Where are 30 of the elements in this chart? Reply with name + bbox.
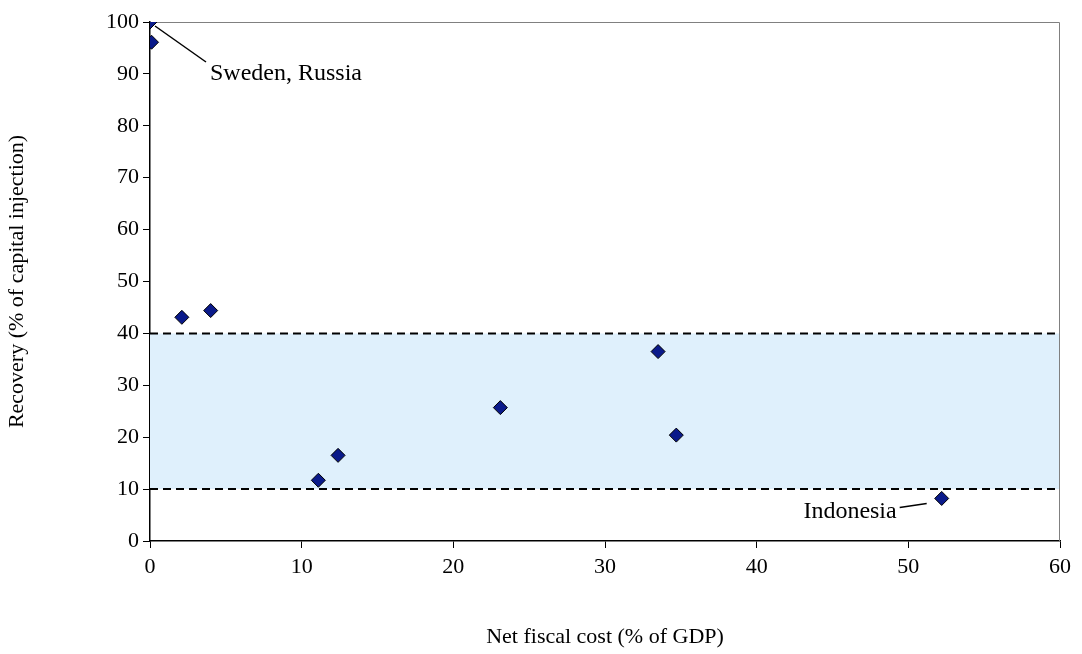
y-axis-title: Recovery (% of capital injection) [2, 134, 28, 429]
point [934, 490, 950, 506]
x-tick-label: 40 [745, 552, 768, 578]
point [203, 303, 219, 319]
y-tick-label: 30 [117, 371, 139, 397]
x-tick-label: 0 [144, 552, 156, 578]
y-tick-label: 90 [117, 59, 139, 85]
y-tick-label: 100 [106, 7, 139, 33]
y-tick-label: 60 [117, 215, 139, 241]
x-tick-label: 10 [290, 552, 313, 578]
point [310, 472, 326, 488]
y-tick-label: 0 [128, 526, 139, 552]
point [174, 309, 190, 325]
point [492, 400, 508, 416]
point [330, 447, 346, 463]
x-tick-label: 60 [1049, 552, 1071, 578]
x-tick-label: 20 [442, 552, 465, 578]
annotation: Indonesia [803, 496, 898, 523]
y-tick-label: 70 [117, 163, 139, 189]
x-tick-label: 50 [897, 552, 920, 578]
y-tick-label: 40 [117, 319, 139, 345]
x-axis-title: Net fiscal cost (% of GDP) [486, 622, 724, 648]
y-tick-label: 10 [117, 474, 139, 500]
point [650, 344, 666, 360]
point [668, 427, 684, 443]
x-tick-label: 30 [594, 552, 616, 578]
y-tick-label: 20 [117, 422, 139, 448]
y-tick-label: 50 [117, 267, 139, 293]
y-tick-label: 80 [117, 111, 139, 137]
annotation: Sweden, Russia [210, 59, 363, 86]
